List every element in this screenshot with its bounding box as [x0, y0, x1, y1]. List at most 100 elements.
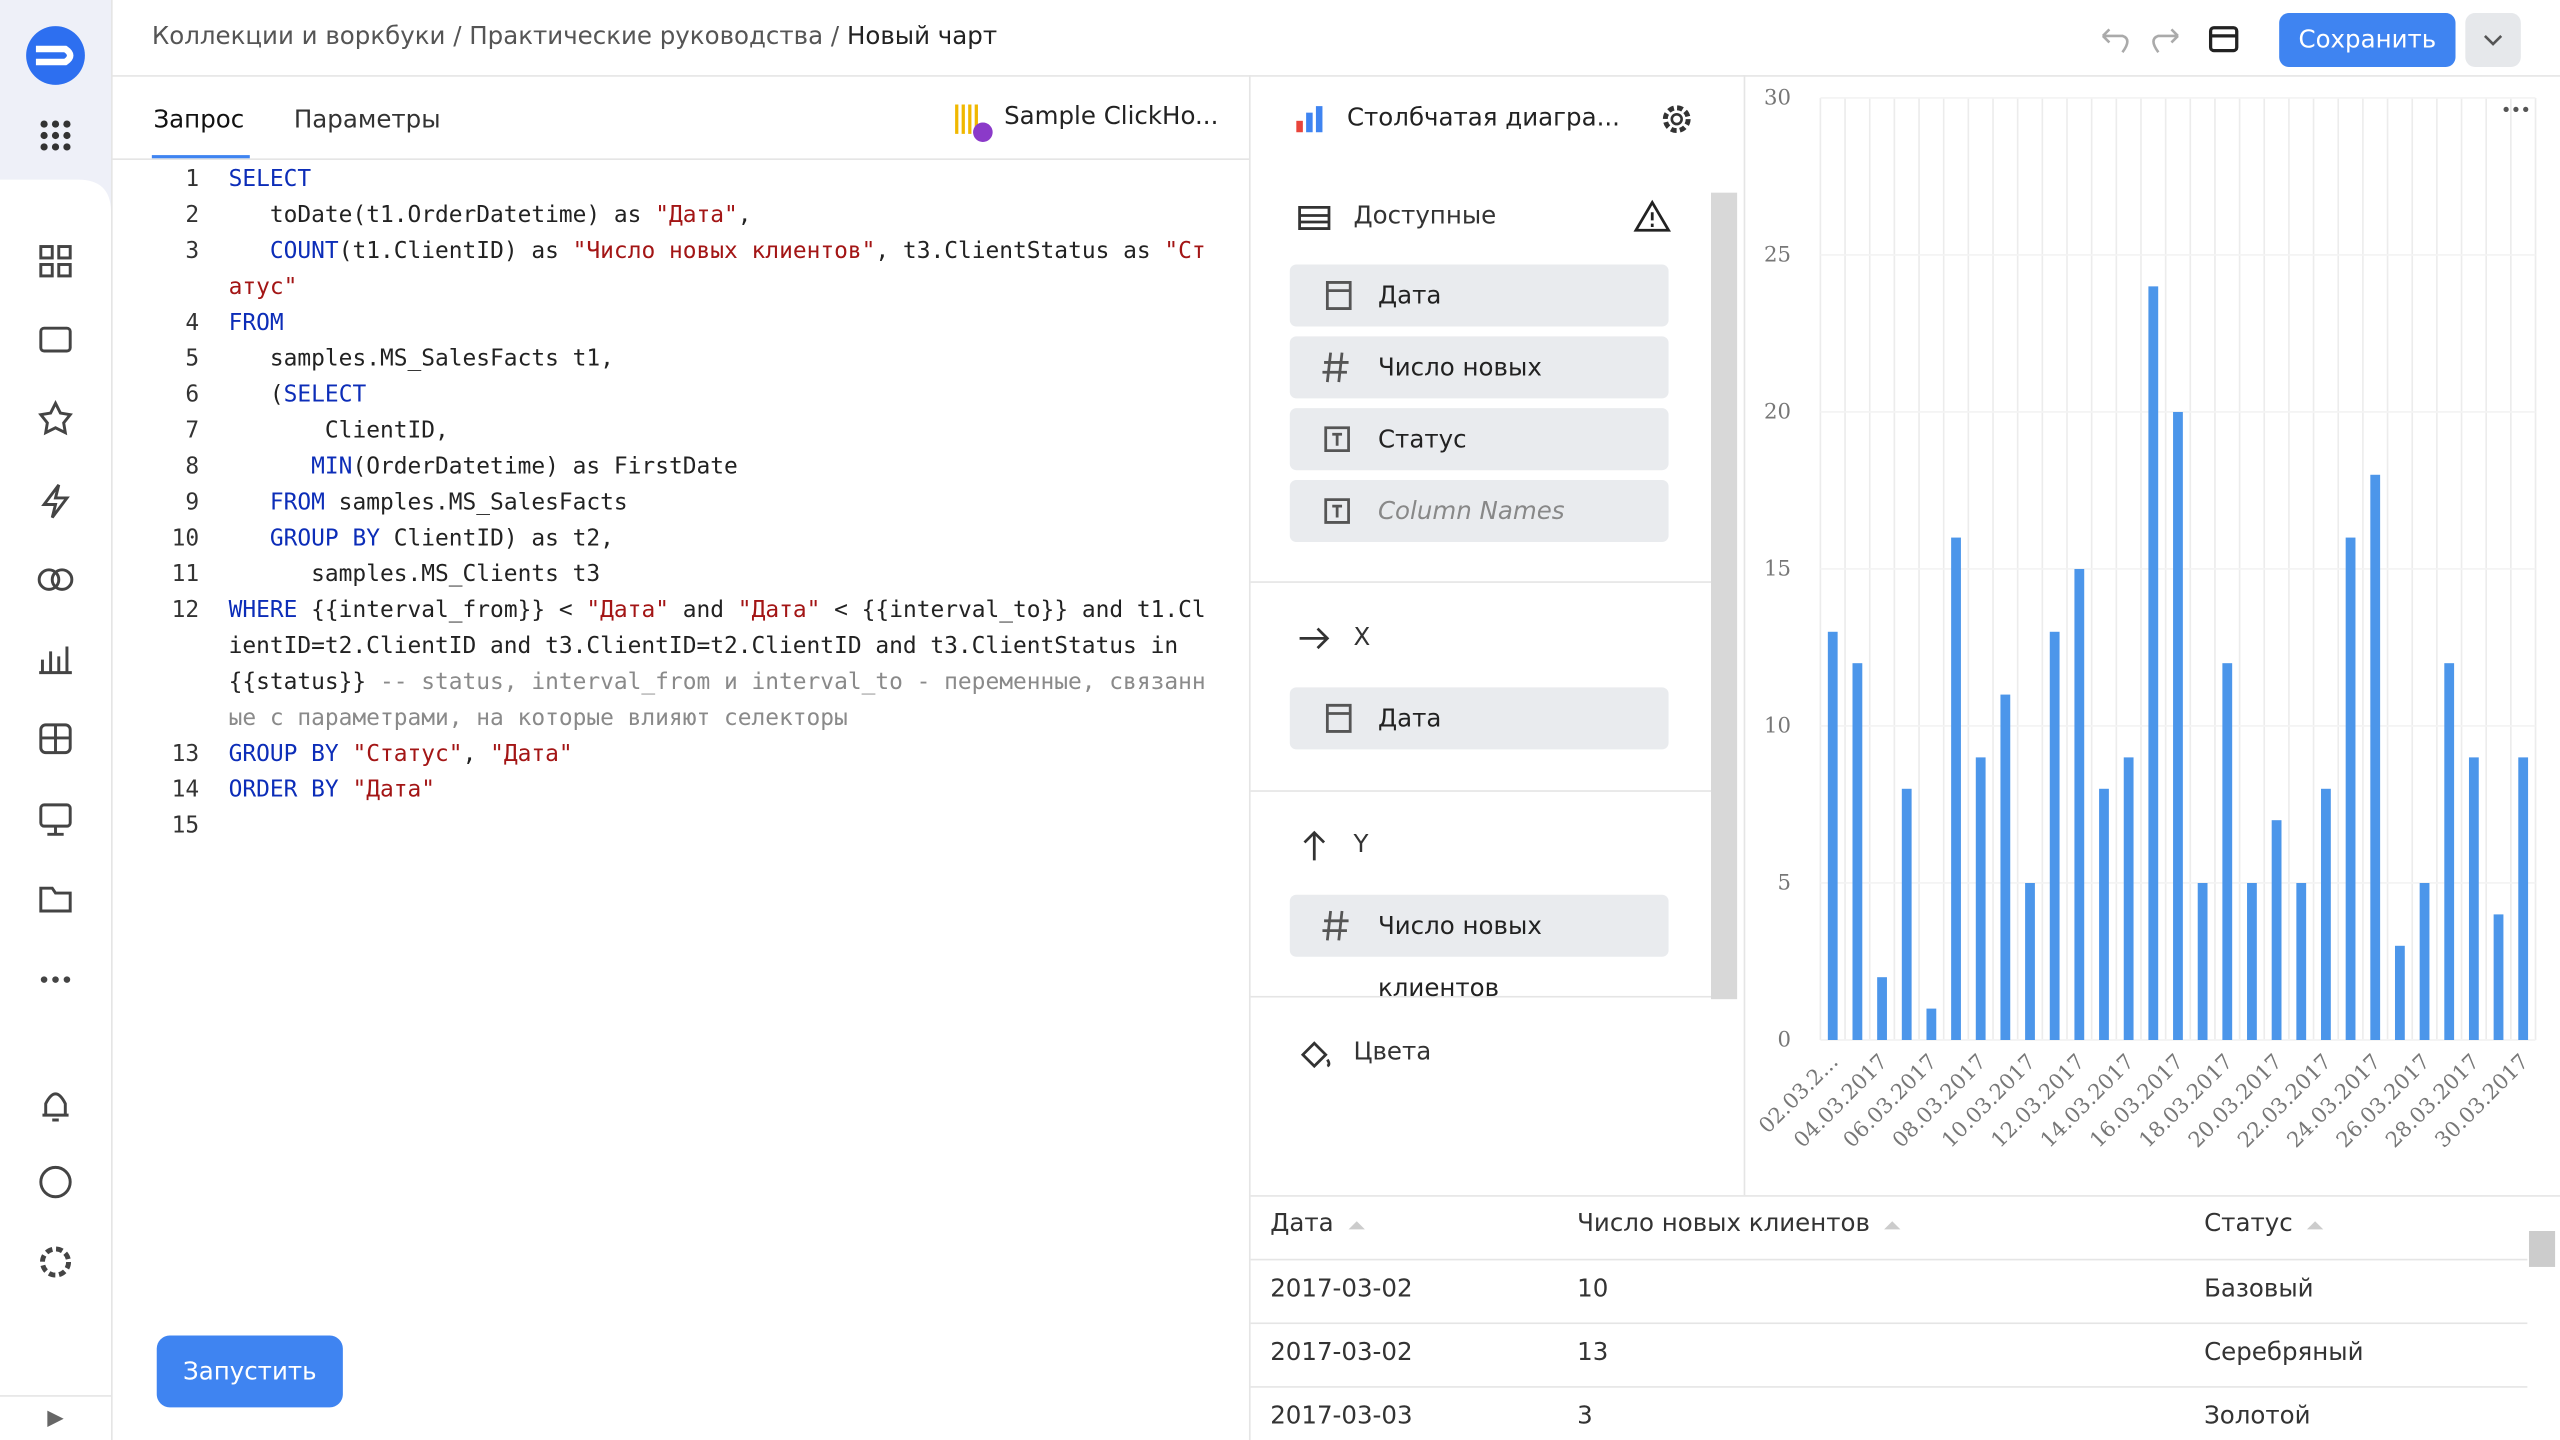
- line-number: 11: [171, 561, 200, 588]
- more-icon[interactable]: [40, 976, 71, 983]
- field[interactable]: Дата: [1289, 687, 1669, 750]
- icon: [1322, 910, 1349, 941]
- undo-icon[interactable]: [2101, 28, 2129, 54]
- nav-icon[interactable]: [39, 326, 72, 353]
- breadcrumb[interactable]: Коллекции и воркбуки: [151, 21, 446, 51]
- nav-icon[interactable]: [41, 484, 70, 519]
- nav-icon[interactable]: [39, 646, 72, 675]
- code-line[interactable]: samples.MS_Clients t3: [228, 561, 601, 588]
- save-button[interactable]: Сохранить: [2279, 13, 2456, 67]
- field[interactable]: Статус: [1289, 408, 1669, 471]
- field[interactable]: Число новых клиентов: [1289, 894, 1669, 1002]
- icon: [1303, 830, 1326, 861]
- scrollbar[interactable]: [1711, 192, 1738, 1000]
- run-button[interactable]: Запустить: [156, 1335, 343, 1408]
- field[interactable]: Дата: [1289, 264, 1669, 327]
- chart-menu[interactable]: [2503, 106, 2529, 112]
- bar: [2370, 474, 2381, 1040]
- bar: [2099, 788, 2109, 1040]
- sort-icon[interactable]: [1883, 1216, 1903, 1232]
- notifications-icon[interactable]: [42, 1092, 69, 1122]
- visualization-settings[interactable]: [1659, 101, 1695, 137]
- y-tick-label: 5: [1778, 871, 1792, 896]
- table-cell: 3: [1577, 1400, 1593, 1431]
- line-number: 12: [171, 597, 200, 624]
- code-line[interactable]: GROUP BY ClientID) as t2,: [269, 525, 614, 552]
- tab[interactable]: Параметры: [293, 104, 441, 134]
- y-tick-label: 25: [1764, 242, 1791, 267]
- code-line[interactable]: WHERE {{interval_from}} < "Дата" and "Да…: [228, 597, 1206, 732]
- divider: [1250, 1386, 2528, 1388]
- nav-icon[interactable]: [39, 723, 72, 755]
- bar: [2419, 882, 2430, 1040]
- line-number: 3: [185, 238, 200, 265]
- divider: [1743, 75, 1746, 1196]
- code-line[interactable]: SELECT: [228, 166, 312, 193]
- line-number: 4: [185, 310, 200, 337]
- breadcrumb: Новый чарт: [846, 21, 998, 51]
- code-line[interactable]: (SELECT: [228, 382, 367, 409]
- code-line[interactable]: ORDER BY "Дата": [228, 777, 436, 804]
- separator: /: [445, 21, 470, 51]
- bar: [2123, 757, 2134, 1040]
- divider: [1250, 581, 1712, 583]
- code-line[interactable]: MIN(OrderDatetime) as FirstDate: [311, 453, 738, 480]
- help-icon[interactable]: [39, 1165, 72, 1199]
- layout-icon[interactable]: [2208, 26, 2239, 53]
- icon: [1299, 627, 1330, 650]
- divider: [1250, 1322, 2528, 1325]
- line-number: 7: [185, 417, 200, 445]
- code-line[interactable]: FROM: [228, 310, 284, 337]
- nav-icon[interactable]: [37, 568, 74, 591]
- apps-icon[interactable]: [40, 120, 71, 151]
- code-line[interactable]: toDate(t1.OrderDatetime) as "Дата",: [228, 202, 752, 229]
- section-title: Цвета: [1353, 1036, 1432, 1067]
- nav-icon[interactable]: [38, 399, 73, 436]
- breadcrumb[interactable]: Практические руководства: [469, 21, 824, 51]
- code-line[interactable]: GROUP BY "Статус", "Дата": [228, 741, 573, 768]
- code-line[interactable]: COUNT(t1.ClientID) as "Число новых клиен…: [228, 238, 1206, 301]
- bar: [1852, 663, 1863, 1040]
- bar: [2148, 286, 2159, 1041]
- y-tick-label: 20: [1764, 400, 1791, 425]
- connection-name[interactable]: Sample ClickHo...: [1004, 101, 1219, 131]
- column-header[interactable]: Дата: [1270, 1208, 1334, 1238]
- section-title: Доступные: [1353, 200, 1497, 231]
- icon: [1298, 205, 1331, 230]
- bar: [1877, 977, 1887, 1040]
- bar: [2394, 945, 2405, 1040]
- nav-icon[interactable]: [39, 803, 72, 836]
- divider: [1250, 995, 1712, 998]
- sort-icon[interactable]: [2306, 1216, 2326, 1232]
- save-menu-button[interactable]: [2465, 13, 2521, 67]
- column-header[interactable]: Статус: [2204, 1208, 2293, 1238]
- y-tick-label: 30: [1764, 85, 1791, 110]
- bar: [1975, 757, 1986, 1040]
- divider: [1250, 1195, 2560, 1197]
- code-line[interactable]: samples.MS_SalesFacts t1,: [228, 346, 614, 373]
- nav-icon[interactable]: [39, 245, 72, 278]
- section-title: X: [1353, 622, 1371, 652]
- redo-icon[interactable]: [2152, 28, 2179, 54]
- tab[interactable]: Запрос: [153, 104, 245, 134]
- settings-icon[interactable]: [39, 1246, 72, 1278]
- icon: [1300, 1041, 1331, 1069]
- logo[interactable]: [26, 26, 85, 85]
- bar: [1926, 1008, 1937, 1040]
- column-header[interactable]: Число новых клиентов: [1577, 1208, 1870, 1238]
- field[interactable]: Число новых клиентов: [1289, 336, 1669, 444]
- chart: 05101520253002.03.2...04.03.201706.03.20…: [1754, 85, 2537, 1153]
- separator: /: [823, 21, 847, 51]
- line-number: 6: [185, 382, 200, 409]
- scrollbar[interactable]: [2528, 1231, 2556, 1267]
- field[interactable]: Column Names: [1289, 479, 1669, 543]
- nav-icon[interactable]: [39, 886, 72, 913]
- line-number: 10: [171, 525, 200, 552]
- sort-icon[interactable]: [1347, 1216, 1367, 1232]
- visualization-type[interactable]: Столбчатая диагра...: [1346, 102, 1620, 133]
- icon: [1322, 352, 1349, 383]
- code-line[interactable]: FROM samples.MS_SalesFacts: [269, 489, 628, 516]
- code-line[interactable]: ClientID,: [228, 417, 449, 445]
- expand-icon[interactable]: [47, 1410, 64, 1427]
- bar: [2222, 663, 2233, 1040]
